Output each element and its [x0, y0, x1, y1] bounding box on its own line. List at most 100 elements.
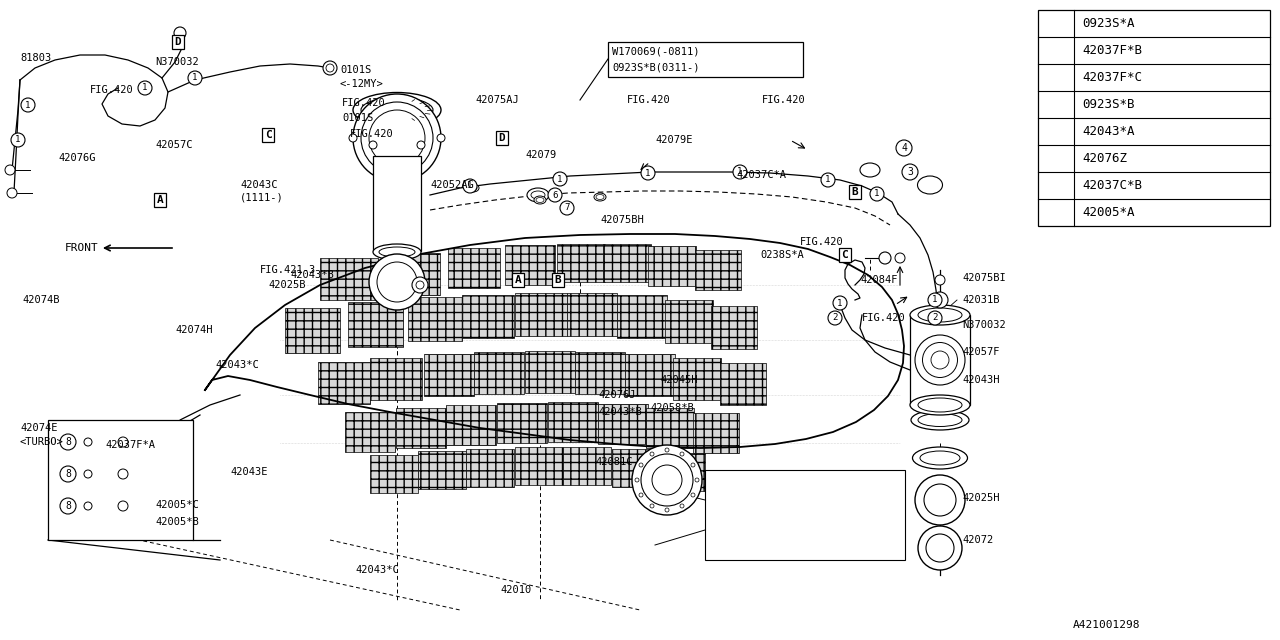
- Circle shape: [60, 466, 76, 482]
- Circle shape: [915, 475, 965, 525]
- Text: 42025B: 42025B: [268, 280, 306, 290]
- Text: 42010: 42010: [500, 585, 531, 595]
- Text: 0101S: 0101S: [340, 65, 371, 75]
- Text: 42043*C: 42043*C: [355, 565, 399, 575]
- Bar: [548, 402, 598, 442]
- Circle shape: [118, 501, 128, 511]
- Bar: [692, 413, 739, 453]
- Text: 6: 6: [1052, 154, 1060, 163]
- Text: 1: 1: [932, 296, 938, 305]
- Text: D: D: [174, 37, 182, 47]
- Bar: [563, 447, 611, 485]
- Circle shape: [118, 469, 128, 479]
- Circle shape: [463, 179, 477, 193]
- Text: 1: 1: [645, 168, 650, 177]
- Text: 42057C: 42057C: [155, 140, 192, 150]
- Text: 1: 1: [192, 74, 197, 83]
- Circle shape: [174, 27, 186, 39]
- Bar: [719, 363, 765, 405]
- Bar: [608, 42, 803, 77]
- Bar: [474, 352, 524, 394]
- Text: 42005*B: 42005*B: [155, 517, 198, 527]
- Circle shape: [20, 98, 35, 112]
- Ellipse shape: [594, 193, 605, 201]
- Text: 42057F: 42057F: [963, 347, 1000, 357]
- Text: 0923S*B: 0923S*B: [1082, 98, 1134, 111]
- Ellipse shape: [527, 188, 549, 202]
- Text: 42037F*B: 42037F*B: [1082, 44, 1142, 57]
- Bar: [408, 297, 462, 341]
- Bar: [445, 405, 497, 445]
- Bar: [497, 403, 547, 443]
- Text: <TURBO>: <TURBO>: [20, 437, 64, 447]
- Ellipse shape: [353, 93, 442, 127]
- Text: B: B: [851, 187, 859, 197]
- Text: N370032: N370032: [155, 57, 198, 67]
- Text: 42037F*C: 42037F*C: [1082, 71, 1142, 84]
- Text: 42076Z: 42076Z: [1082, 152, 1126, 165]
- Text: 42084F: 42084F: [860, 275, 897, 285]
- Text: 42045H: 42045H: [660, 375, 698, 385]
- Bar: [646, 408, 694, 448]
- Circle shape: [1047, 95, 1065, 113]
- Bar: [385, 253, 440, 295]
- Bar: [424, 354, 474, 396]
- Text: FIG.420: FIG.420: [861, 313, 906, 323]
- Bar: [567, 293, 617, 336]
- Text: 42052AG: 42052AG: [430, 180, 474, 190]
- Text: 1: 1: [15, 136, 20, 145]
- Text: FIG.420: FIG.420: [349, 129, 394, 139]
- Circle shape: [902, 164, 918, 180]
- Circle shape: [369, 254, 425, 310]
- Circle shape: [323, 61, 337, 75]
- Text: FIG.420: FIG.420: [800, 237, 844, 247]
- Text: N370032: N370032: [963, 320, 1006, 330]
- Bar: [575, 352, 625, 394]
- Circle shape: [641, 166, 655, 180]
- Circle shape: [1047, 42, 1065, 60]
- Bar: [666, 300, 713, 343]
- Text: 1: 1: [874, 189, 879, 198]
- Text: 5: 5: [1052, 127, 1060, 136]
- Circle shape: [1047, 122, 1065, 141]
- Circle shape: [369, 141, 378, 149]
- Bar: [525, 351, 575, 393]
- Circle shape: [417, 141, 425, 149]
- Circle shape: [934, 275, 945, 285]
- Bar: [348, 302, 403, 347]
- Bar: [625, 354, 675, 396]
- Bar: [695, 250, 741, 290]
- Bar: [648, 246, 696, 286]
- Circle shape: [561, 201, 573, 215]
- Text: 42079: 42079: [525, 150, 557, 160]
- Bar: [617, 295, 667, 338]
- Bar: [598, 404, 648, 444]
- Circle shape: [896, 140, 911, 156]
- Text: 3: 3: [908, 167, 913, 177]
- Text: 42037C*A: 42037C*A: [736, 170, 786, 180]
- Text: 2: 2: [1052, 45, 1060, 56]
- Bar: [659, 453, 705, 491]
- Ellipse shape: [372, 244, 421, 260]
- Text: 6: 6: [552, 191, 558, 200]
- Bar: [466, 449, 515, 487]
- Text: 1: 1: [826, 175, 831, 184]
- Circle shape: [84, 470, 92, 478]
- Circle shape: [1047, 150, 1065, 168]
- Circle shape: [12, 133, 26, 147]
- Text: 42076J: 42076J: [598, 390, 635, 400]
- Text: 2: 2: [932, 314, 938, 323]
- Text: 8: 8: [1052, 207, 1060, 218]
- Circle shape: [84, 438, 92, 446]
- Circle shape: [412, 277, 428, 293]
- Bar: [515, 447, 563, 485]
- Text: FIG.420: FIG.420: [90, 85, 133, 95]
- Text: FIG.421-3: FIG.421-3: [260, 265, 316, 275]
- Text: 8: 8: [65, 469, 70, 479]
- Bar: [346, 412, 396, 452]
- Text: 0923S*B(0311-): 0923S*B(0311-): [612, 63, 699, 73]
- Bar: [910, 315, 970, 405]
- Bar: [673, 358, 721, 400]
- Text: 42005*A: 42005*A: [1082, 206, 1134, 219]
- Ellipse shape: [910, 305, 970, 325]
